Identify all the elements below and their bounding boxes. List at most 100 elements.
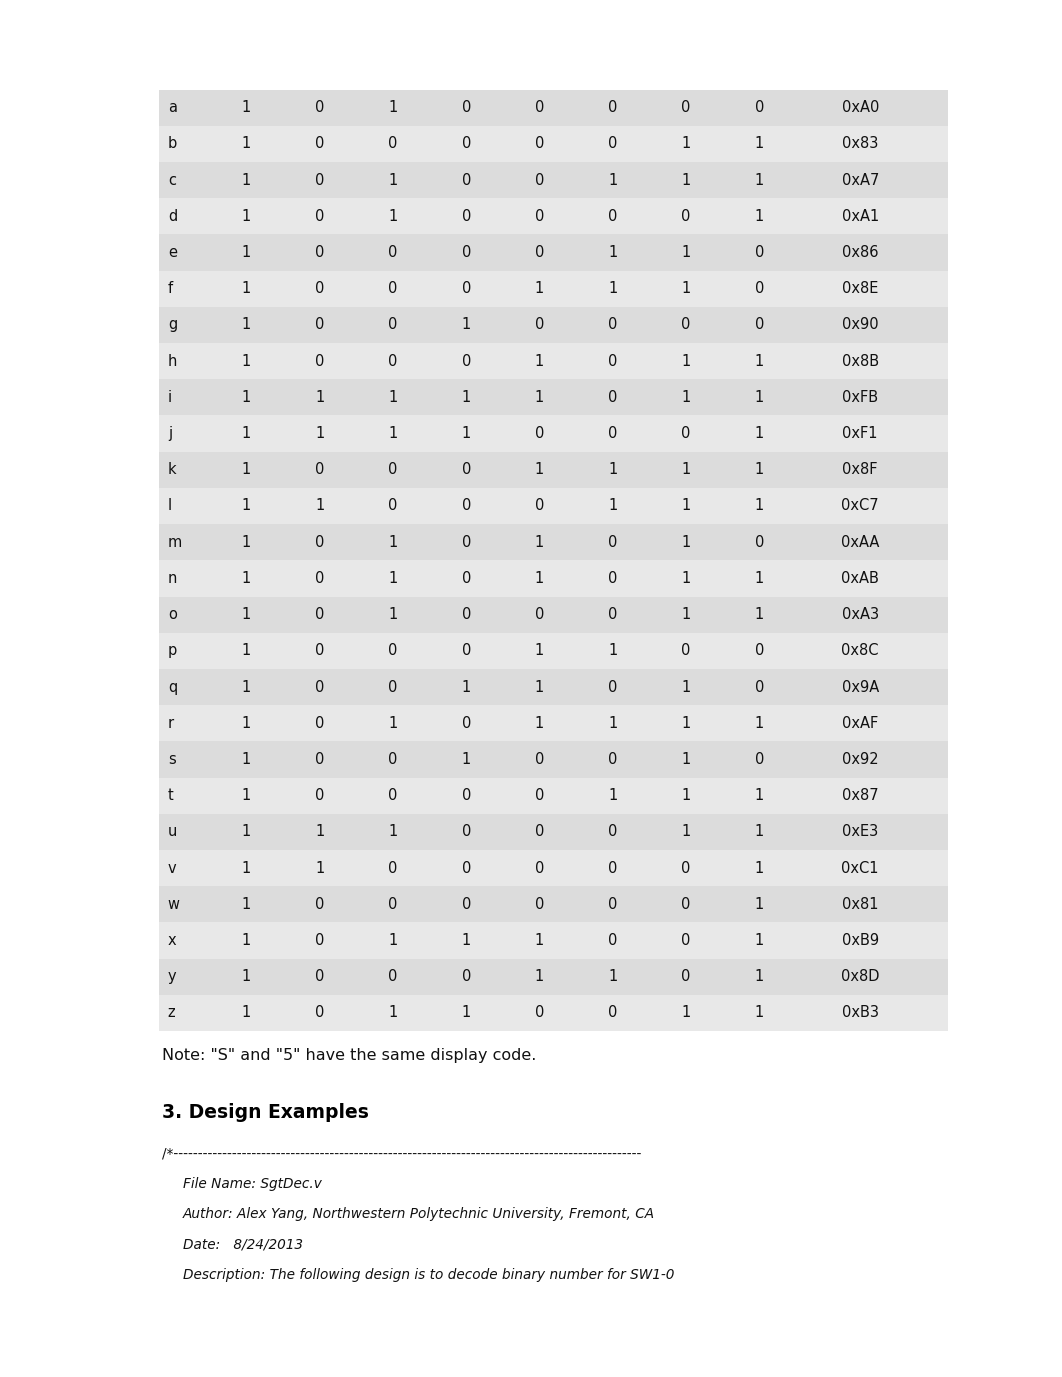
Bar [159, 416, 948, 452]
Text: g: g [168, 318, 177, 332]
Text: 1: 1 [755, 354, 764, 369]
Text: 0: 0 [389, 896, 397, 912]
Text: 1: 1 [315, 861, 324, 876]
Text: 0: 0 [462, 534, 470, 549]
Text: 1: 1 [242, 896, 251, 912]
Text: 1: 1 [242, 245, 251, 260]
Text: 0: 0 [462, 788, 470, 803]
Text: 0x8F: 0x8F [842, 463, 878, 478]
Text: m: m [168, 534, 182, 549]
Text: 0xA1: 0xA1 [841, 209, 879, 223]
Text: 1: 1 [242, 281, 251, 296]
Text: 0: 0 [535, 788, 544, 803]
Text: Description: The following design is to decode binary number for SW1-0: Description: The following design is to … [183, 1268, 674, 1282]
Bar [159, 560, 948, 596]
Text: 0: 0 [755, 680, 764, 694]
Text: 0: 0 [462, 209, 470, 223]
Text: 0: 0 [315, 354, 324, 369]
Bar [159, 90, 948, 125]
Text: f: f [168, 281, 173, 296]
Text: 0: 0 [462, 354, 470, 369]
Text: 1: 1 [609, 643, 617, 658]
Bar [159, 307, 948, 343]
Text: 0: 0 [682, 934, 690, 947]
Text: 0: 0 [535, 896, 544, 912]
Text: 0: 0 [462, 463, 470, 478]
Text: 1: 1 [682, 571, 690, 585]
Text: 1: 1 [389, 390, 397, 405]
Text: 0: 0 [682, 861, 690, 876]
Bar [159, 162, 948, 198]
Text: s: s [168, 752, 175, 767]
Text: w: w [168, 896, 179, 912]
Text: 0: 0 [609, 1005, 617, 1020]
Text: 0: 0 [462, 825, 470, 840]
Text: 1: 1 [755, 463, 764, 478]
Text: 1: 1 [242, 752, 251, 767]
Bar [159, 887, 948, 923]
Text: 1: 1 [389, 716, 397, 731]
Text: 0: 0 [609, 896, 617, 912]
Text: 0: 0 [682, 425, 690, 441]
Text: 1: 1 [682, 716, 690, 731]
Text: 0: 0 [389, 354, 397, 369]
Text: 0: 0 [462, 245, 470, 260]
Text: 0: 0 [315, 680, 324, 694]
Text: Note: "S" and "5" have the same display code.: Note: "S" and "5" have the same display … [162, 1048, 537, 1063]
Text: 1: 1 [242, 934, 251, 947]
Text: 0: 0 [682, 969, 690, 985]
Text: 1: 1 [755, 969, 764, 985]
Text: 1: 1 [609, 716, 617, 731]
Text: 0: 0 [609, 425, 617, 441]
Text: 1: 1 [242, 680, 251, 694]
Text: 1: 1 [755, 1005, 764, 1020]
Text: i: i [168, 390, 172, 405]
Text: 1: 1 [242, 788, 251, 803]
Bar [159, 778, 948, 814]
Text: 1: 1 [242, 861, 251, 876]
Text: 0: 0 [315, 752, 324, 767]
Text: 0x86: 0x86 [842, 245, 878, 260]
Text: 0: 0 [682, 896, 690, 912]
Text: 1: 1 [242, 101, 251, 116]
Text: 1: 1 [242, 716, 251, 731]
Text: 0: 0 [535, 209, 544, 223]
Text: 1: 1 [682, 498, 690, 514]
Text: 1: 1 [755, 788, 764, 803]
Text: 0: 0 [535, 498, 544, 514]
Text: u: u [168, 825, 177, 840]
Text: 1: 1 [462, 934, 470, 947]
Text: r: r [168, 716, 174, 731]
Text: 0xA3: 0xA3 [842, 607, 878, 622]
Text: 1: 1 [535, 463, 544, 478]
Text: 0x92: 0x92 [842, 752, 878, 767]
Text: c: c [168, 172, 176, 187]
Text: 1: 1 [609, 245, 617, 260]
Text: 1: 1 [535, 716, 544, 731]
Text: 0xC7: 0xC7 [841, 498, 879, 514]
Text: 0: 0 [389, 463, 397, 478]
Text: p: p [168, 643, 177, 658]
Text: 3. Design Examples: 3. Design Examples [162, 1103, 370, 1122]
Text: 1: 1 [389, 934, 397, 947]
Text: 0: 0 [315, 607, 324, 622]
Bar [159, 270, 948, 307]
Text: 1: 1 [389, 1005, 397, 1020]
Text: 1: 1 [242, 498, 251, 514]
Bar [159, 452, 948, 487]
Text: 0: 0 [682, 318, 690, 332]
Text: 1: 1 [755, 896, 764, 912]
Bar [159, 343, 948, 379]
Text: 0: 0 [755, 752, 764, 767]
Text: 0: 0 [462, 716, 470, 731]
Text: 1: 1 [755, 209, 764, 223]
Text: 1: 1 [389, 101, 397, 116]
Text: 1: 1 [535, 281, 544, 296]
Text: 1: 1 [682, 788, 690, 803]
Text: 1: 1 [462, 1005, 470, 1020]
Text: 1: 1 [682, 281, 690, 296]
Text: 0: 0 [315, 643, 324, 658]
Text: 0: 0 [535, 136, 544, 151]
Text: 1: 1 [535, 390, 544, 405]
Text: j: j [168, 425, 172, 441]
